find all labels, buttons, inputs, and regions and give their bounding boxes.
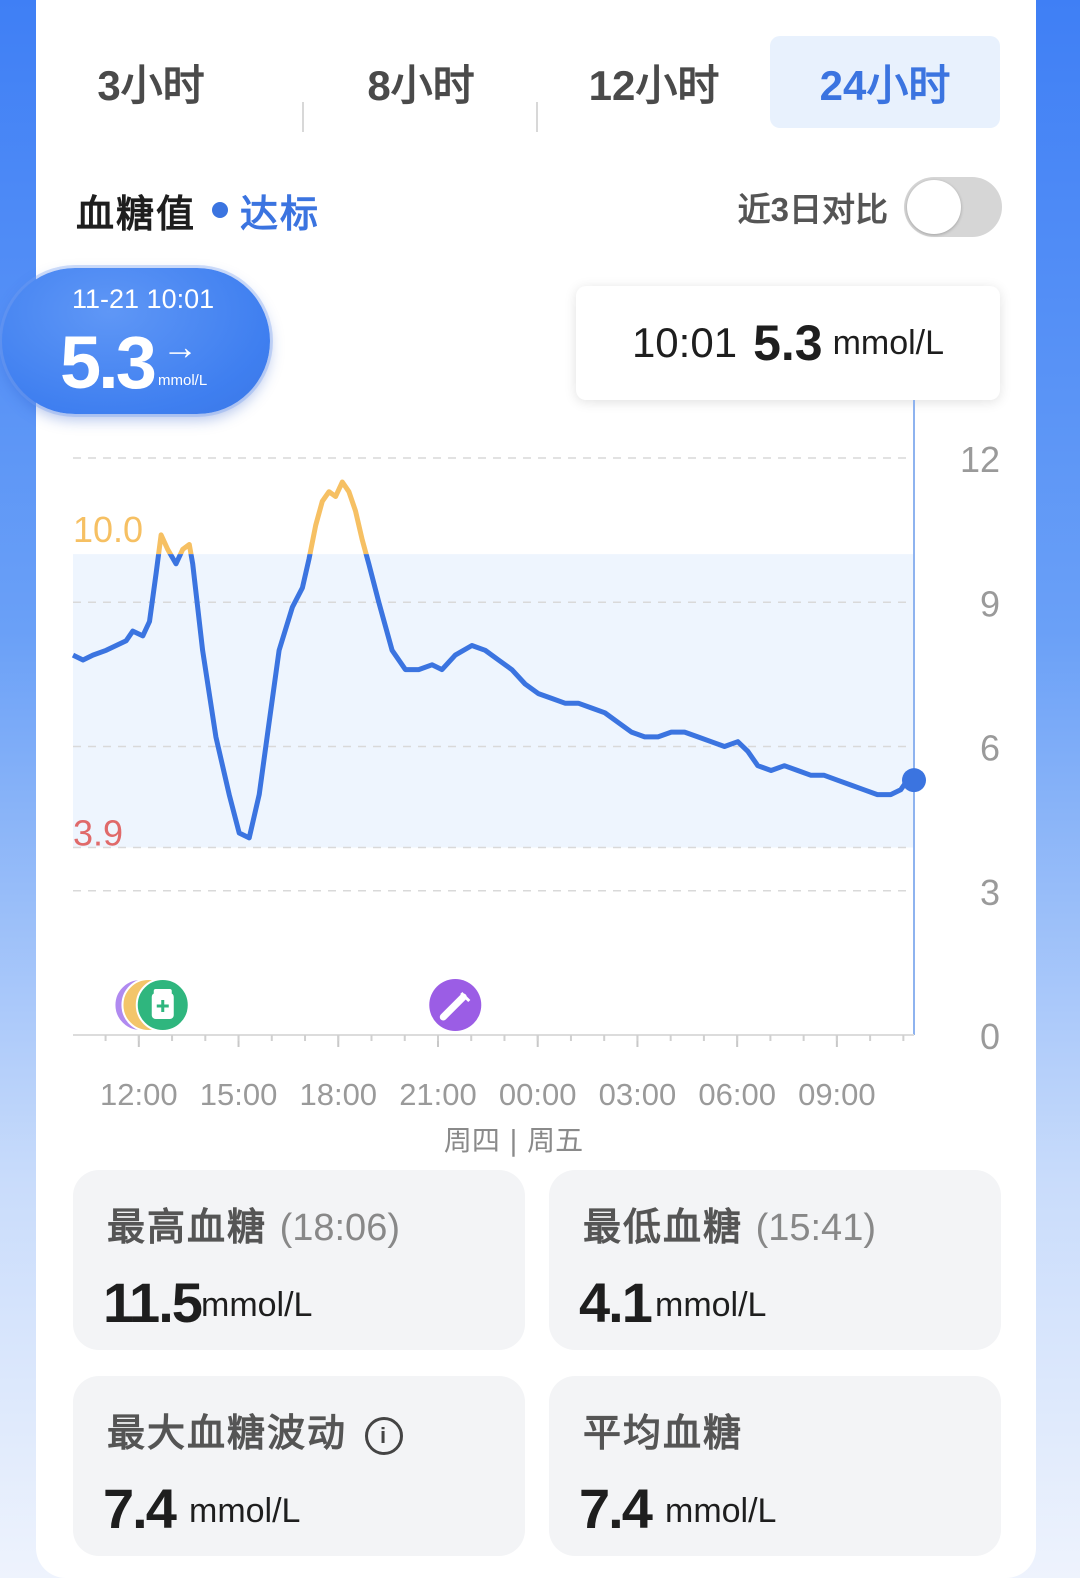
tooltip-unit: mmol/L [832,323,945,362]
stat-value: 7.4 [103,1477,177,1540]
stat-time: (15:41) [755,1207,876,1249]
stat-label-text: 平均血糖 [583,1413,744,1455]
toggle-knob [907,180,961,234]
y-tick-label: 9 [980,583,1000,624]
tab-24h[interactable]: 24小时 [770,36,1000,128]
y-axis-ticks: 12 9 6 3 0 [960,439,1000,1057]
x-tick-label: 18:00 [299,1077,377,1112]
tab-divider [302,102,304,132]
x-tick-label: 21:00 [399,1077,477,1112]
x-tick-label: 12:00 [100,1077,178,1112]
stat-unit: mmol/L [201,1286,313,1324]
current-time: 11-21 10:01 [72,284,215,314]
target-high-label: 10.0 [73,509,143,550]
stat-label-text: 最高血糖 [107,1207,268,1249]
stat-avg-glucose: 平均血糖 7.4 mmol/L [549,1376,1001,1556]
chart-tooltip: 10:01 5.3 mmol/L [576,286,1000,400]
current-reading-bubble[interactable]: 11-21 10:01 5.3 → mmol/L [2,268,270,414]
stat-label: 最低血糖 (15:41) [583,1196,876,1251]
stat-unit: mmol/L [665,1492,777,1530]
trend-arrow-icon: → [162,326,198,367]
time-range-tabs: 3小时 8小时 12小时 24小时 [36,36,1002,132]
glucose-line-high [156,479,369,555]
x-tick-label: 15:00 [200,1077,278,1112]
y-tick-label: 12 [960,439,1000,480]
section-header: 血糖值 达标 [76,180,320,240]
x-tick-label: 09:00 [798,1077,876,1112]
glucose-line-chart[interactable]: 12 9 6 3 0 10.0 3.9 12:00 15:00 18:00 21:00 00:0… [0,400,1080,1180]
stat-min-glucose: 最低血糖 (15:41) 4.1 mmol/L [549,1170,1001,1350]
x-axis-ticks: 12:00 15:00 18:00 21:00 00:00 03:00 06:00 09:00 [100,1035,905,1112]
compare-label: 近3日对比 [737,191,888,228]
y-tick-label: 3 [980,872,1000,913]
stat-value: 7.4 [579,1477,653,1540]
current-value: 5.3 [60,321,157,404]
stat-label-text: 最低血糖 [583,1207,744,1249]
y-tick-label: 0 [980,1016,1000,1057]
stat-label: 最高血糖 (18:06) [107,1196,400,1251]
glucose-line-normal [71,554,914,841]
section-title: 血糖值 [76,193,197,236]
stat-time: (18:06) [279,1207,400,1249]
stat-label-text: 最大血糖波动 [107,1413,348,1455]
tooltip-time: 10:01 [631,319,738,366]
status-dot-icon [212,202,229,218]
tab-3h[interactable]: 3小时 [97,61,205,109]
current-point[interactable] [902,768,926,793]
tab-12h[interactable]: 12小时 [588,61,720,109]
y-tick-label: 6 [980,728,1000,769]
stat-value: 11.5 [103,1271,203,1334]
insulin-icon[interactable] [429,979,482,1031]
stat-unit: mmol/L [189,1492,301,1530]
event-markers [113,978,482,1032]
grid-lines [73,457,914,892]
day-label: 周四 | 周五 [444,1124,583,1157]
info-icon[interactable]: i [365,1416,404,1455]
x-tick-label: 00:00 [499,1077,577,1112]
x-tick-label: 06:00 [698,1077,776,1112]
compare-toggle[interactable] [904,177,1002,237]
stat-label: 最大血糖波动 i [107,1402,404,1457]
tab-divider [536,102,538,132]
target-low-label: 3.9 [73,812,123,853]
stat-label: 平均血糖 [583,1402,743,1457]
current-unit: mmol/L [158,372,208,389]
x-tick-label: 03:00 [599,1077,677,1112]
medicine-icon[interactable] [135,978,190,1032]
status-label: 达标 [240,193,321,236]
stat-unit: mmol/L [655,1286,767,1324]
stat-max-fluctuation: 最大血糖波动 i 7.4 mmol/L [73,1376,525,1556]
tooltip-value: 5.3 [753,315,823,371]
stat-value: 4.1 [579,1271,653,1334]
compare-3day: 近3日对比 [738,176,1002,238]
target-range-band [73,554,914,848]
stat-max-glucose: 最高血糖 (18:06) 11.5 mmol/L [73,1170,525,1350]
tab-8h[interactable]: 8小时 [367,61,475,109]
